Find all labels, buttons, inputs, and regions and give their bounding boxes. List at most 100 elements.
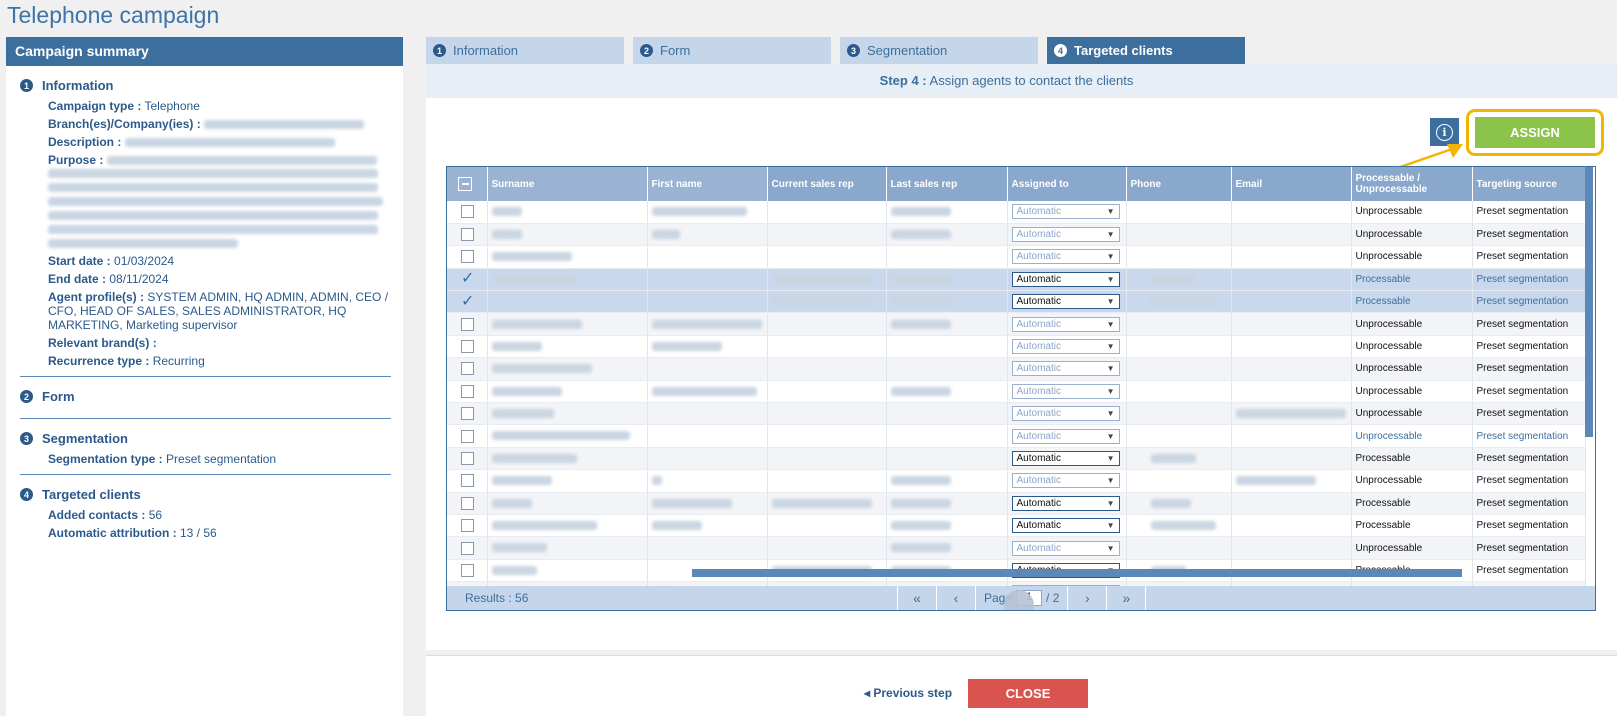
tab-segmentation[interactable]: 3 Segmentation bbox=[840, 37, 1038, 64]
tab-form[interactable]: 2 Form bbox=[633, 37, 831, 64]
col-surname[interactable]: Surname bbox=[487, 167, 648, 201]
horizontal-scrollbar[interactable] bbox=[692, 569, 1462, 577]
row-checkbox[interactable] bbox=[447, 201, 488, 224]
step-number-icon: 1 bbox=[433, 44, 446, 57]
divider bbox=[20, 474, 391, 475]
row-checkbox[interactable] bbox=[447, 447, 488, 471]
source-cell: Preset segmentation bbox=[1472, 312, 1586, 336]
col-email[interactable]: Email bbox=[1231, 167, 1352, 201]
close-button[interactable]: CLOSE bbox=[968, 679, 1088, 708]
page-title: Telephone campaign bbox=[7, 2, 220, 28]
chevron-down-icon: ▼ bbox=[1106, 431, 1115, 441]
step-number-icon: 2 bbox=[20, 390, 33, 403]
assigned-cell: Automatic▼ bbox=[1007, 514, 1127, 538]
assigned-to-select[interactable]: Automatic▼ bbox=[1011, 361, 1120, 377]
assign-button[interactable]: ASSIGN bbox=[1475, 117, 1595, 148]
surname-cell bbox=[487, 290, 648, 314]
select-all-checkbox[interactable] bbox=[447, 167, 488, 201]
current-rep-cell bbox=[767, 469, 887, 493]
first-name-cell bbox=[647, 223, 768, 247]
assigned-to-select[interactable]: Automatic▼ bbox=[1011, 406, 1120, 422]
first-page-icon[interactable]: « bbox=[913, 590, 921, 606]
last-rep-cell bbox=[886, 357, 1008, 381]
assigned-to-select[interactable]: Automatic▼ bbox=[1011, 428, 1120, 444]
email-cell bbox=[1231, 536, 1352, 560]
col-assigned-to[interactable]: Assigned to bbox=[1007, 167, 1127, 201]
row-checkbox[interactable] bbox=[447, 402, 488, 426]
assigned-to-select[interactable]: Automatic▼ bbox=[1011, 204, 1120, 220]
table-row[interactable]: ✓ Automatic ▼ Processable Preset segmentatio… bbox=[447, 268, 1586, 292]
vertical-scrollbar[interactable] bbox=[1585, 167, 1593, 437]
step-number-icon: 2 bbox=[640, 44, 653, 57]
description-field: Description : bbox=[48, 135, 391, 149]
col-processable[interactable]: Processable / Unprocessable bbox=[1351, 167, 1473, 201]
last-page-icon[interactable]: » bbox=[1122, 590, 1131, 606]
email-cell bbox=[1231, 469, 1352, 493]
col-current-sales-rep[interactable]: Current sales rep bbox=[767, 167, 887, 201]
col-targeting-source[interactable]: Targeting source bbox=[1472, 167, 1586, 201]
assigned-to-select[interactable]: Automatic▼ bbox=[1011, 383, 1120, 399]
col-phone[interactable]: Phone bbox=[1126, 167, 1232, 201]
row-checkbox[interactable] bbox=[447, 357, 488, 381]
col-last-sales-rep[interactable]: Last sales rep bbox=[886, 167, 1008, 201]
assigned-to-select[interactable]: Automatic▼ bbox=[1011, 450, 1120, 466]
row-checkbox[interactable] bbox=[447, 223, 488, 247]
row-checkbox[interactable]: ✓ bbox=[447, 290, 488, 314]
row-checkbox[interactable] bbox=[447, 514, 488, 538]
surname-cell bbox=[487, 357, 648, 381]
status-cell: Unprocessable bbox=[1351, 380, 1473, 404]
col-first-name[interactable]: First name bbox=[647, 167, 768, 201]
assigned-to-select[interactable]: Automatic▼ bbox=[1011, 316, 1120, 332]
assigned-to-select[interactable]: Automatic▼ bbox=[1011, 227, 1120, 243]
phone-cell bbox=[1126, 536, 1232, 560]
row-checkbox[interactable] bbox=[447, 559, 488, 583]
prev-page-icon[interactable]: ‹ bbox=[953, 590, 959, 606]
assigned-to-select[interactable]: Automatic▼ bbox=[1011, 271, 1120, 287]
assigned-to-select[interactable]: Automatic▼ bbox=[1011, 495, 1120, 511]
surname-cell bbox=[487, 245, 648, 269]
row-checkbox[interactable] bbox=[447, 380, 488, 404]
row-checkbox[interactable] bbox=[447, 312, 488, 336]
recurrence-type: Recurrence type : Recurring bbox=[48, 354, 205, 368]
assigned-to-select[interactable]: Automatic▼ bbox=[1011, 518, 1120, 534]
assigned-to-select[interactable]: Automatic▼ bbox=[1011, 540, 1120, 556]
row-checkbox[interactable]: ✓ bbox=[447, 268, 488, 292]
info-button[interactable]: i bbox=[1430, 118, 1459, 146]
assigned-to-select[interactable]: Automatic▼ bbox=[1011, 294, 1120, 310]
tab-targeted-clients[interactable]: 4 Targeted clients bbox=[1047, 37, 1245, 64]
summary-form: 2 Form bbox=[6, 377, 403, 410]
row-checkbox[interactable] bbox=[447, 492, 488, 515]
tab-information[interactable]: 1 Information bbox=[426, 37, 624, 64]
next-page-icon[interactable]: › bbox=[1085, 590, 1090, 606]
assigned-to-select[interactable]: Automatic▼ bbox=[1011, 249, 1120, 265]
previous-step-link[interactable]: ◂ Previous step bbox=[864, 686, 953, 700]
scroll-top-icon[interactable] bbox=[1004, 590, 1034, 610]
row-checkbox[interactable] bbox=[447, 536, 488, 560]
assigned-to-select[interactable]: Automatic▼ bbox=[1011, 339, 1120, 355]
agent-profiles: Agent profile(s) : SYSTEM ADMIN, HQ ADMI… bbox=[48, 290, 389, 332]
row-checkbox[interactable] bbox=[447, 335, 488, 359]
assigned-cell: Automatic▼ bbox=[1007, 492, 1127, 515]
source-cell: Preset segmentation bbox=[1472, 469, 1586, 493]
table-row[interactable]: ✓ Automatic ▼ Processable Preset segmentatio… bbox=[447, 290, 1586, 314]
row-checkbox[interactable] bbox=[447, 469, 488, 493]
end-date: End date : 08/11/2024 bbox=[48, 272, 169, 286]
source-cell: Preset segmentation bbox=[1472, 380, 1586, 404]
assigned-to-select[interactable]: Automatic▼ bbox=[1011, 473, 1120, 489]
row-checkbox[interactable] bbox=[447, 245, 488, 269]
row-checkbox[interactable] bbox=[447, 424, 488, 448]
